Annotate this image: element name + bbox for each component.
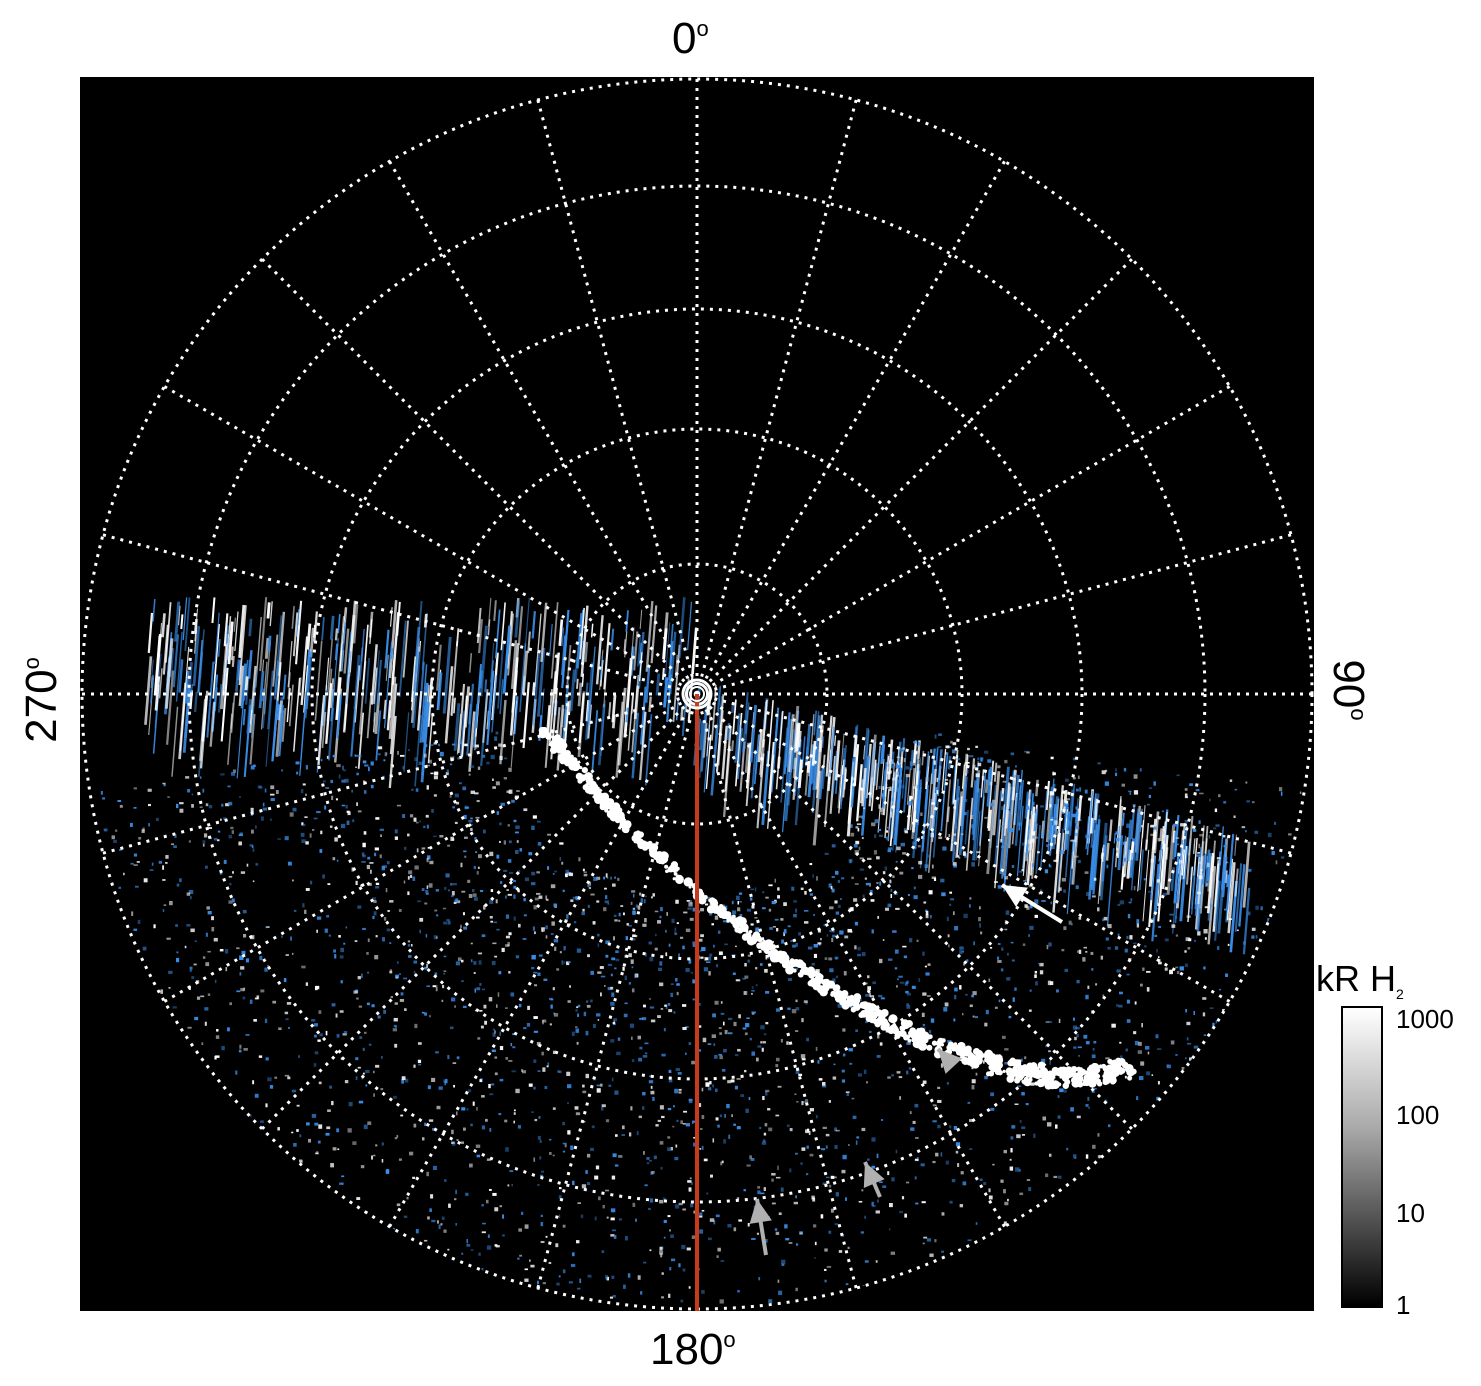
grid-circle — [565, 562, 829, 826]
grid-spoke — [102, 692, 698, 855]
pole-outer-ring — [681, 678, 713, 710]
grid-spoke — [695, 692, 1133, 1130]
grid-spoke — [696, 692, 1292, 855]
pole-marker — [681, 678, 713, 710]
arrow-gray-3 — [749, 1198, 772, 1256]
grid-circle — [187, 184, 1207, 1204]
grid-spoke — [695, 693, 1006, 1228]
grid-spoke — [695, 693, 858, 1289]
grid-spoke — [695, 258, 1133, 696]
colorbar-title: kR H2 — [1316, 958, 1404, 1003]
pole-inner-ring — [689, 686, 705, 702]
arrow-gray-1 — [936, 1047, 963, 1074]
colorbar-tick-1000: 1000 — [1396, 1004, 1454, 1034]
angle-label-0: 0o — [672, 14, 709, 63]
grid-spoke — [696, 692, 1231, 1003]
angle-label-270: 270o — [17, 657, 66, 743]
grid-spoke — [695, 160, 1006, 695]
grid-spoke — [696, 533, 1292, 696]
polar-projection-svg — [80, 77, 1314, 1311]
grid-spoke — [261, 692, 699, 1130]
colorbar-tick-1: 1 — [1396, 1290, 1411, 1320]
arrow-white — [1000, 883, 1064, 924]
grid-spoke — [163, 692, 698, 1003]
grid-spoke — [696, 385, 1231, 696]
angle-label-90: 90o — [1324, 659, 1373, 721]
grid-spoke — [163, 385, 698, 696]
grid-spoke — [536, 99, 699, 695]
colorbar-tick-100: 100 — [1396, 1100, 1440, 1130]
colorbar-tick-10: 10 — [1396, 1198, 1425, 1228]
grid-spoke — [695, 99, 858, 695]
grid-spoke — [388, 160, 699, 695]
angle-label-180: 180o — [650, 1325, 736, 1374]
grid-spoke — [102, 533, 698, 696]
polar-aurora-image — [80, 77, 1314, 1311]
arrow-gray-2 — [863, 1161, 885, 1198]
colorbar — [1341, 1006, 1383, 1308]
grid-spoke — [536, 693, 699, 1289]
annotation-arrows — [749, 883, 1064, 1256]
grid-spoke — [261, 258, 699, 696]
grid-spoke — [388, 693, 699, 1228]
